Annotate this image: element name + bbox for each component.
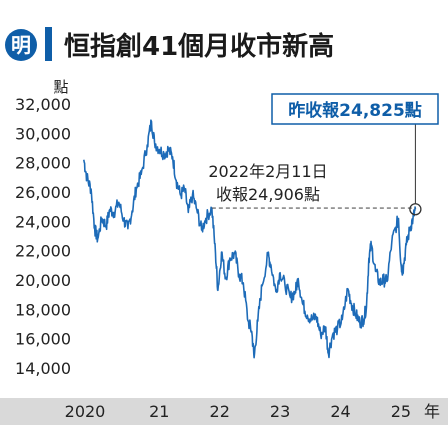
y-tick-label: 32,000 [15, 95, 71, 114]
x-axis-unit: 年 [424, 402, 440, 421]
hsi-series-line [83, 119, 417, 359]
title-accent-bar [45, 27, 52, 61]
y-axis: 32,000 30,000 28,000 26,000 24,000 22,000 20,0… [15, 95, 71, 378]
latest-value-label: 昨收報24,825點 [288, 100, 422, 121]
y-axis-unit: 點 [53, 78, 68, 96]
y-tick-label: 14,000 [15, 359, 71, 378]
logo-glyph: 明 [11, 33, 31, 57]
x-tick-label: 23 [270, 402, 290, 421]
y-tick-label: 28,000 [15, 154, 71, 173]
y-tick-label: 18,000 [15, 300, 71, 319]
x-axis-bar [0, 398, 448, 425]
y-tick-label: 20,000 [15, 271, 71, 290]
y-tick-label: 24,000 [15, 212, 71, 231]
series-group [83, 119, 417, 359]
x-tick-label: 25 [391, 402, 411, 421]
annotations: 2022年2月11日 收報24,906點 昨收報24,825點 [208, 93, 439, 216]
reference-date-label: 2022年2月11日 [208, 162, 327, 181]
chart-title: 恒指創41個月收市新高 [64, 31, 334, 62]
x-tick-label: 21 [149, 402, 169, 421]
reference-value-label: 收報24,906點 [216, 185, 320, 204]
header: 明 恒指創41個月收市新高 [5, 27, 334, 62]
latest-point-marker [409, 203, 422, 216]
x-tick-label: 24 [330, 402, 350, 421]
latest-label-box [271, 93, 439, 125]
y-tick-label: 30,000 [15, 124, 71, 143]
x-tick-label: 22 [210, 402, 230, 421]
x-tick-label: 2020 [65, 402, 106, 421]
x-axis: 2020 21 22 23 24 25 [65, 402, 411, 421]
y-tick-label: 22,000 [15, 242, 71, 261]
y-tick-label: 26,000 [15, 183, 71, 202]
y-tick-label: 16,000 [15, 330, 71, 349]
newspaper-logo-icon [5, 29, 37, 61]
